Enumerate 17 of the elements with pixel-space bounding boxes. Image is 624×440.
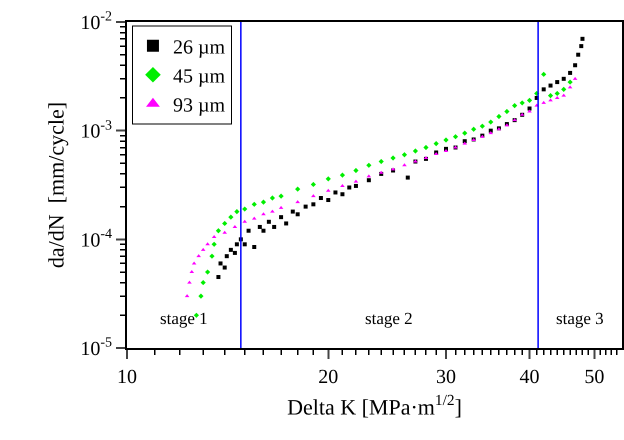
y-tick-label: 10$^{-5}$ [80, 336, 112, 360]
annotation: stage 2 [365, 309, 413, 328]
legend-label: 93 µm [172, 94, 226, 117]
x-tick-label: 40 [520, 366, 540, 388]
x-tick-label: 20 [318, 366, 338, 388]
annotation: stage 3 [556, 309, 604, 328]
legend-label: 26 µm [172, 36, 226, 59]
x-tick-label: 30 [436, 366, 456, 388]
x-tick-label: 10 [117, 366, 137, 388]
x-tick-label: 50 [584, 366, 604, 388]
y-tick-label: 10$^{-4}$ [80, 226, 112, 252]
x-axis-title: Delta K [MPa·m$^{1/2}$] [287, 392, 462, 420]
y-axis-title: da/dN [mm/cycle] [44, 102, 69, 268]
legend-label: 45 µm [172, 66, 226, 88]
y-tick-label: 10$^{-2}$ [80, 10, 112, 34]
y-tick-label: 10$^{-3}$ [80, 118, 112, 143]
annotation: stage 1 [160, 309, 208, 328]
